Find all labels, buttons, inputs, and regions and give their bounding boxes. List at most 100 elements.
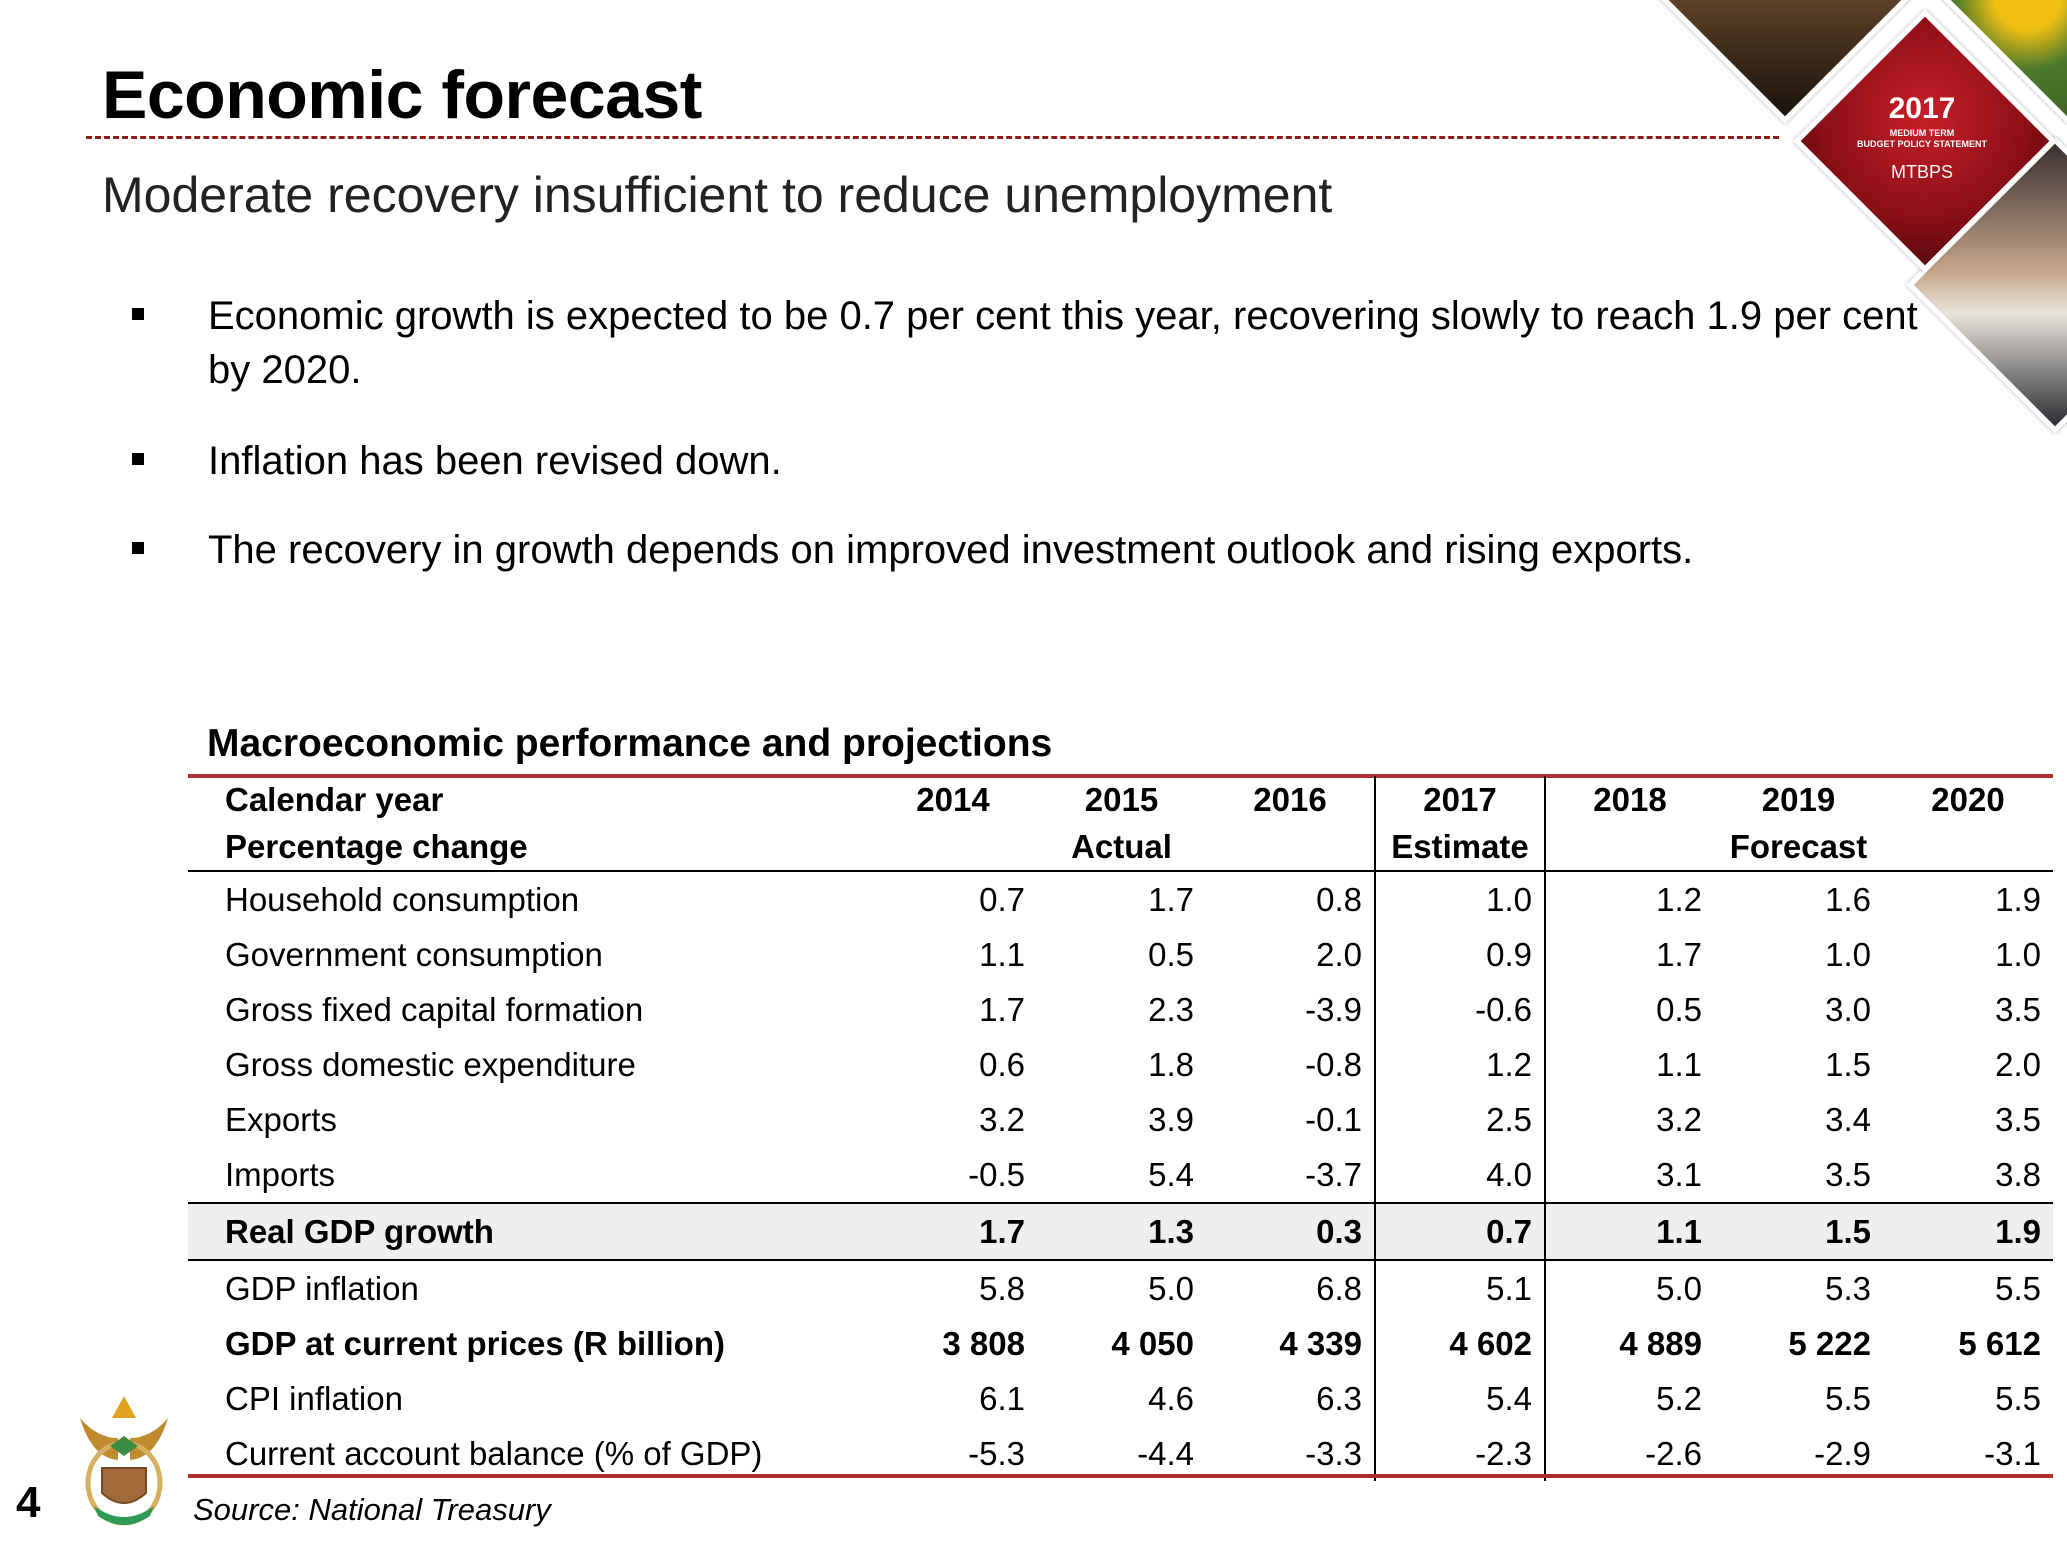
cell-value: 5.5 [1995, 1379, 2041, 1417]
cell-value: 1.0 [1825, 935, 1871, 973]
cell-value: 1.5 [1714, 1202, 1883, 1261]
cell-value: 3.2 [1656, 1100, 1702, 1138]
header-calendar-year: Calendar year [225, 780, 444, 818]
row-label: GDP at current prices (R billion) [225, 1324, 725, 1362]
badge-line2: BUDGET POLICY STATEMENT [1856, 139, 1987, 149]
cell-value: 1.8 [1148, 1045, 1194, 1083]
table-row: Current account balance (% of GDP) -5.3 -4… [188, 1426, 2053, 1481]
header-estimate: Estimate [1375, 823, 1546, 872]
cell-value: 5.0 [1656, 1269, 1702, 1307]
header-forecast: Forecast [1714, 823, 1883, 872]
cell-value: 0.9 [1375, 927, 1546, 982]
bullet-icon [132, 308, 144, 320]
cell-value: 1.9 [1995, 880, 2041, 918]
cell-value: 1.2 [1375, 1037, 1546, 1092]
cell-value: 6.1 [979, 1379, 1025, 1417]
cell-value: 1.2 [1656, 880, 1702, 918]
cell-value: 0.6 [979, 1045, 1025, 1083]
cell-value: 3.0 [1825, 990, 1871, 1028]
cell-value: -0.1 [1206, 1092, 1376, 1147]
header-year: 2016 [1206, 776, 1376, 823]
table-row: Exports 3.2 3.9 -0.1 2.5 3.2 3.4 3.5 [188, 1092, 2053, 1147]
page-number: 4 [16, 1478, 41, 1527]
cell-value: 2.0 [1206, 927, 1376, 982]
bullet-text: The recovery in growth depends on improv… [208, 528, 1694, 572]
bullet-icon [132, 542, 144, 554]
table-row: Government consumption 1.1 0.5 2.0 0.9 1.7 1.0… [188, 927, 2053, 982]
cell-value: 4 050 [1111, 1324, 1194, 1362]
cell-value: -2.6 [1645, 1434, 1702, 1472]
cell-value: 1.7 [869, 1202, 1037, 1261]
row-label: Household consumption [225, 880, 580, 918]
cell-value: 5.0 [1148, 1269, 1194, 1307]
row-label: Gross domestic expenditure [225, 1045, 636, 1083]
cell-value: 0.3 [1206, 1202, 1376, 1261]
table-bottom-rule [188, 1474, 2053, 1478]
cell-value: 5.5 [1825, 1379, 1871, 1417]
page-title: Economic forecast [102, 57, 702, 133]
cell-value: 0.5 [1656, 990, 1702, 1028]
cell-value: 2.0 [1995, 1045, 2041, 1083]
cell-value: 4 889 [1619, 1324, 1702, 1362]
cell-value: 0.5 [1148, 935, 1194, 973]
cell-value: 3.9 [1148, 1100, 1194, 1138]
header-percentage-change: Percentage change [188, 823, 869, 872]
header-actual: Actual [1037, 823, 1206, 872]
cell-value: 6.8 [1206, 1260, 1376, 1316]
cell-value: -0.6 [1375, 982, 1546, 1037]
row-label: Real GDP growth [188, 1202, 869, 1261]
badge-year: 2017 [1888, 92, 1956, 125]
table-row: GDP inflation 5.8 5.0 6.8 5.1 5.0 5.3 5.5 [188, 1260, 2053, 1316]
table-title: Macroeconomic performance and projection… [207, 722, 1053, 765]
badge-line1: MEDIUM TERM [1889, 128, 1955, 138]
row-label: CPI inflation [225, 1379, 403, 1417]
header-year: 2020 [1931, 780, 2005, 818]
bullet-text: Inflation has been revised down. [208, 439, 782, 483]
table-row: Real GDP growth 1.7 1.3 0.3 0.7 1.1 1.5 1.9 [188, 1202, 2053, 1261]
cell-value: 3.1 [1656, 1155, 1702, 1193]
cell-value: 0.7 [979, 880, 1025, 918]
table-row: GDP at current prices (R billion) 3 808 4 … [188, 1316, 2053, 1371]
bullet-text: Economic growth is expected to be 0.7 pe… [208, 294, 1918, 392]
cell-value: 5.3 [1825, 1269, 1871, 1307]
cell-value: 3.5 [1995, 1100, 2041, 1138]
table-header-row: Calendar year 2014 2015 2016 2017 2018 2… [188, 776, 2053, 823]
row-label: Current account balance (% of GDP) [225, 1434, 763, 1472]
cell-value: 1.1 [1656, 1045, 1702, 1083]
cell-value: 0.7 [1375, 1202, 1546, 1261]
cell-value: 1.7 [1148, 880, 1194, 918]
cell-value: 5.8 [979, 1269, 1025, 1307]
cell-value: 1.3 [1037, 1202, 1206, 1261]
cell-value: -2.9 [1814, 1434, 1871, 1472]
bullet-icon [132, 453, 144, 465]
cell-value: -4.4 [1137, 1434, 1194, 1472]
badge-subtitle: MEDIUM TERM BUDGET POLICY STATEMENT [1832, 128, 2012, 150]
cell-value: -3.3 [1206, 1426, 1376, 1481]
cell-value: 1.7 [979, 990, 1025, 1028]
cell-value: 3.4 [1825, 1100, 1871, 1138]
table-header-row: Percentage change Actual Estimate Foreca… [188, 823, 2053, 872]
row-label: Government consumption [225, 935, 603, 973]
cell-value: 1.7 [1656, 935, 1702, 973]
table-row: Household consumption 0.7 1.7 0.8 1.0 1.2 1.6 1… [188, 871, 2053, 927]
table-row: Gross domestic expenditure 0.6 1.8 -0.8 1.2 1… [188, 1037, 2053, 1092]
table-row: CPI inflation 6.1 4.6 6.3 5.4 5.2 5.5 5.5 [188, 1371, 2053, 1426]
cell-value: -0.8 [1206, 1037, 1376, 1092]
cell-value: 6.3 [1206, 1371, 1376, 1426]
cell-value: 1.9 [1883, 1202, 2053, 1261]
cell-value: -2.3 [1375, 1426, 1546, 1481]
cell-value: 4.0 [1375, 1147, 1546, 1203]
row-label: Imports [225, 1155, 336, 1193]
cell-value: -5.3 [968, 1434, 1025, 1472]
title-divider [86, 136, 1779, 139]
header-year: 2018 [1593, 780, 1667, 818]
cell-value: -3.7 [1206, 1147, 1376, 1203]
cell-value: 5.2 [1656, 1379, 1702, 1417]
cell-value: 5 612 [1958, 1324, 2041, 1362]
cell-value: 4.6 [1148, 1379, 1194, 1417]
page-subtitle: Moderate recovery insufficient to reduce… [102, 167, 1333, 223]
cell-value: 2.5 [1375, 1092, 1546, 1147]
cell-value: -0.5 [968, 1155, 1025, 1193]
cell-value: 3.5 [1825, 1155, 1871, 1193]
badge-abbr: MTBPS [1890, 162, 1953, 182]
